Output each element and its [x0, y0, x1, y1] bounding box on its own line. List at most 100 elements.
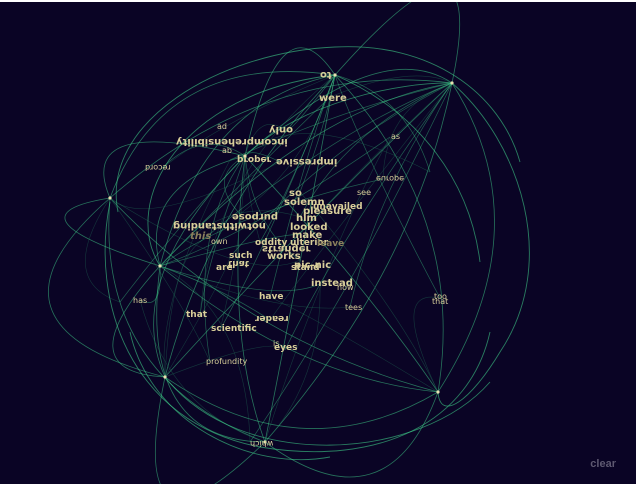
graph-edge: [119, 155, 246, 303]
word-node[interactable]: record: [145, 163, 171, 172]
graph-edge: [239, 74, 336, 215]
graph-edge: [269, 74, 336, 298]
graph-node[interactable]: [158, 264, 162, 268]
graph-edge: [109, 71, 336, 199]
graph-edge: [64, 197, 161, 267]
word-node[interactable]: own: [211, 237, 228, 246]
graph-edge: [299, 191, 439, 393]
word-node[interactable]: solemn: [284, 197, 325, 208]
graph-edge: [159, 210, 301, 267]
word-node[interactable]: pic-nic: [294, 260, 332, 271]
word-node[interactable]: leave: [317, 239, 345, 249]
graph-edge: [329, 75, 453, 98]
graph-edge: [299, 82, 453, 235]
word-node[interactable]: oddity: [255, 238, 288, 248]
graph-edge: [199, 74, 336, 318]
word-node[interactable]: to: [320, 69, 332, 80]
graph-edge: [109, 161, 281, 209]
graph-edge: [334, 2, 460, 84]
graph-edge: [264, 74, 336, 443]
graph-node[interactable]: [333, 73, 337, 77]
graph-edge: [159, 265, 439, 393]
word-node[interactable]: ab: [222, 146, 232, 155]
graph-edge: [413, 296, 441, 393]
graph-edge: [284, 82, 453, 351]
word-node[interactable]: see: [357, 188, 372, 197]
word-node[interactable]: that: [432, 297, 449, 306]
word-node[interactable]: instead: [311, 278, 353, 289]
word-node[interactable]: such: [229, 251, 253, 261]
word-node[interactable]: now: [337, 283, 354, 292]
graph-edge: [109, 197, 439, 393]
graph-node[interactable]: [243, 154, 247, 158]
graph-edge: [159, 136, 391, 267]
graph-edge: [244, 124, 286, 157]
word-node[interactable]: tees: [345, 303, 363, 312]
graph-edge: [139, 299, 266, 443]
word-node[interactable]: that: [186, 310, 208, 320]
graph-edge: [129, 331, 331, 461]
word-node[interactable]: so: [289, 188, 302, 199]
word-node[interactable]: him: [296, 213, 317, 224]
graph-edge: [349, 82, 453, 308]
word-node[interactable]: make: [292, 230, 323, 241]
graph-node[interactable]: [450, 81, 454, 85]
word-node[interactable]: is: [273, 339, 280, 348]
word-node[interactable]: incomprehensibility: [176, 136, 288, 147]
word-node[interactable]: are: [216, 263, 233, 273]
word-node[interactable]: has: [133, 296, 148, 305]
graph-edge: [109, 197, 301, 266]
graph-edge: [204, 155, 246, 363]
word-node[interactable]: works: [267, 251, 301, 262]
word-node[interactable]: as: [391, 132, 401, 141]
graph-edge: [164, 256, 231, 378]
graph-node[interactable]: [263, 440, 267, 444]
graph-edge: [159, 178, 384, 267]
graph-node[interactable]: [436, 390, 440, 394]
word-node[interactable]: reader: [255, 313, 289, 323]
graph-edge: [159, 74, 336, 267]
graph-edge: [244, 133, 431, 173]
word-node[interactable]: which: [250, 439, 274, 448]
graph-edge: [219, 155, 246, 331]
graph-edge: [264, 283, 321, 443]
graph-edge: [164, 241, 201, 378]
graph-edge: [159, 233, 301, 267]
word-node[interactable]: only: [269, 124, 293, 135]
graph-edge: [147, 74, 336, 267]
graph-edge: [229, 82, 453, 161]
graph-edge: [156, 155, 246, 267]
word-node[interactable]: eyes: [274, 343, 298, 353]
graph-edge: [264, 391, 439, 478]
word-node[interactable]: ulterior: [290, 238, 329, 248]
word-node[interactable]: impressive: [276, 156, 338, 167]
graph-node[interactable]: [108, 196, 112, 200]
word-node[interactable]: scientific: [211, 324, 257, 334]
graph-edge: [84, 197, 121, 303]
word-node[interactable]: stand: [291, 263, 320, 273]
graph-node[interactable]: [163, 375, 167, 379]
word-node[interactable]: looked: [290, 222, 328, 233]
word-node[interactable]: unavailed: [313, 202, 363, 212]
word-node[interactable]: too: [434, 292, 447, 301]
word-node[interactable]: were: [319, 93, 347, 104]
graph-edge: [159, 74, 336, 171]
graph-edge: [284, 74, 336, 132]
word-node[interactable]: ad: [217, 122, 227, 131]
word-node[interactable]: proper: [237, 154, 272, 164]
graph-edge: [264, 82, 453, 443]
graph-edge: [269, 296, 439, 393]
graph-edge: [199, 155, 246, 318]
word-node[interactable]: have: [259, 292, 284, 302]
word-node[interactable]: profundity: [206, 357, 248, 366]
clear-button[interactable]: clear: [590, 458, 616, 470]
word-node[interactable]: europe: [376, 174, 404, 183]
word-node[interactable]: pleasure: [303, 206, 352, 217]
graph-edge: [164, 74, 336, 378]
word-node[interactable]: notwithstanding: [173, 220, 266, 231]
graph-edge: [437, 82, 530, 407]
word-node[interactable]: this: [190, 231, 212, 242]
graph-edge: [334, 74, 444, 393]
